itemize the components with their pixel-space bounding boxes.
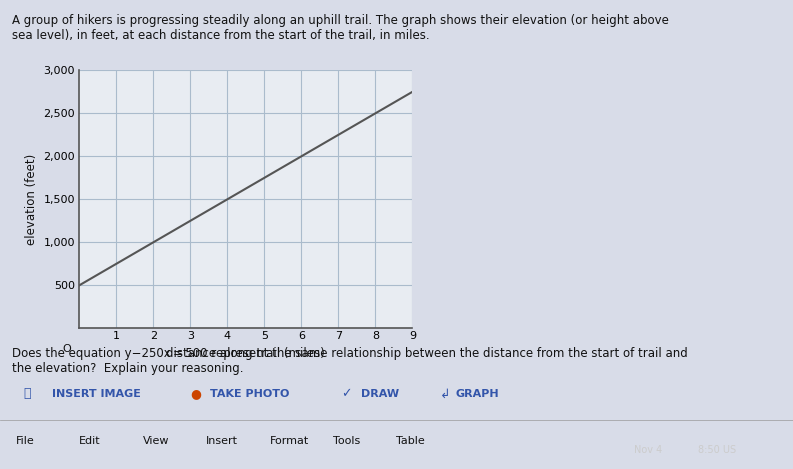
Text: Edit: Edit [79,436,101,446]
Text: GRAPH: GRAPH [456,389,500,399]
Text: View: View [143,436,169,446]
Text: Tools: Tools [333,436,360,446]
Text: Format: Format [270,436,308,446]
X-axis label: distance along trail (miles): distance along trail (miles) [167,347,325,360]
Text: 8:50 US: 8:50 US [698,445,736,455]
Text: Does the equation y−250x = 500 represent the same relationship between the dista: Does the equation y−250x = 500 represent… [12,347,688,375]
Y-axis label: elevation (feet): elevation (feet) [25,154,38,245]
Text: O: O [62,344,71,354]
Text: DRAW: DRAW [361,389,399,399]
Text: A group of hikers is progressing steadily along an uphill trail. The graph shows: A group of hikers is progressing steadil… [12,14,668,42]
Text: Nov 4: Nov 4 [634,445,663,455]
Text: Insert: Insert [206,436,238,446]
Text: ↲: ↲ [440,387,450,401]
Text: TAKE PHOTO: TAKE PHOTO [210,389,289,399]
Text: 🗎: 🗎 [24,387,31,401]
Text: INSERT IMAGE: INSERT IMAGE [52,389,140,399]
Text: ✓: ✓ [341,387,351,401]
Text: Table: Table [396,436,425,446]
Text: File: File [16,436,35,446]
Text: ●: ● [190,387,201,401]
